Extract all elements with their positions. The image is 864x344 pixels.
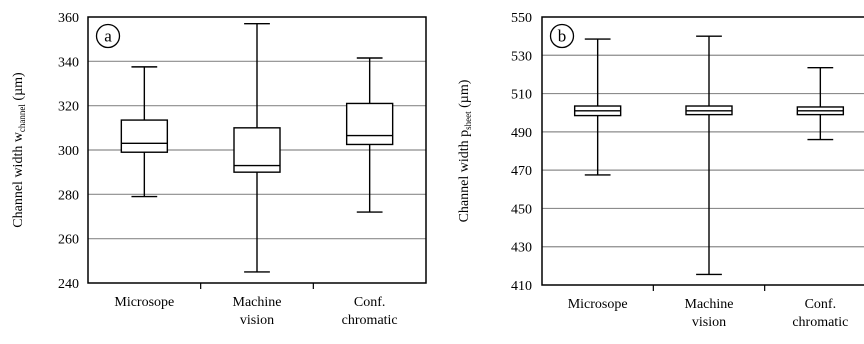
x-category-label: Microsope bbox=[568, 297, 628, 312]
panel-label: b bbox=[558, 27, 567, 46]
x-category-label-line: Machine bbox=[233, 295, 282, 310]
x-category-label-line: vision bbox=[240, 313, 274, 328]
x-category-label: Microsope bbox=[114, 295, 174, 310]
x-category-label-line: vision bbox=[692, 315, 726, 330]
y-tick-label: 530 bbox=[511, 49, 532, 64]
y-tick-label: 490 bbox=[511, 126, 532, 141]
chart-panel-a: 240 260 280 300 320 340 360 Microsope Machine vis… bbox=[11, 11, 427, 328]
y-tick-label: 300 bbox=[58, 144, 79, 159]
x-category-label-line: Microsope bbox=[568, 297, 628, 312]
x-category-label-line: Conf. bbox=[805, 297, 837, 312]
x-category-label: Conf. chromatic bbox=[792, 297, 848, 330]
box-iqr bbox=[345, 102, 394, 146]
x-category-label-line: chromatic bbox=[792, 315, 848, 330]
y-tick-label: 430 bbox=[511, 241, 532, 256]
y-axis-label: Channel width wchannel (µm) bbox=[11, 72, 27, 228]
y-axis-label-subscript: sheet bbox=[463, 111, 473, 130]
box-1 bbox=[573, 38, 622, 176]
x-category-label-line: Machine bbox=[685, 297, 734, 312]
panel-label: a bbox=[104, 27, 112, 46]
y-axis-label-main: Channel width w bbox=[11, 131, 26, 228]
y-tick-label: 410 bbox=[511, 279, 532, 294]
y-tick-label: 320 bbox=[58, 100, 79, 115]
panel-label-circle bbox=[95, 23, 121, 49]
x-category-label-line: chromatic bbox=[342, 313, 398, 328]
x-category-label: Machine vision bbox=[233, 295, 282, 328]
y-tick-label: 340 bbox=[58, 55, 79, 70]
box-3 bbox=[796, 67, 845, 141]
plot-frame bbox=[541, 16, 864, 286]
y-tick-label: 360 bbox=[58, 11, 79, 26]
y-tick-label: 280 bbox=[58, 188, 79, 203]
y-tick-label: 550 bbox=[511, 11, 532, 26]
y-axis-label-subscript: channel bbox=[17, 104, 27, 132]
x-category-label: Machine vision bbox=[685, 297, 734, 330]
x-category-label-line: Microsope bbox=[114, 295, 174, 310]
y-axis-label-unit: (µm) bbox=[11, 72, 26, 104]
y-tick-label: 240 bbox=[58, 277, 79, 292]
box-1 bbox=[120, 66, 169, 198]
panel-label-circle bbox=[549, 23, 575, 49]
chart-panel-b: 410 430 450 470 490 510 530 550 Microsope Machine… bbox=[457, 11, 864, 330]
box-2 bbox=[685, 35, 733, 276]
box-iqr bbox=[120, 119, 169, 153]
y-axis-label-unit: (µm) bbox=[457, 79, 472, 111]
y-tick-label: 450 bbox=[511, 202, 532, 217]
box-iqr bbox=[233, 127, 281, 173]
y-tick-label: 470 bbox=[511, 164, 532, 179]
box-3 bbox=[345, 57, 394, 213]
plot-frame bbox=[87, 16, 427, 284]
y-tick-label: 260 bbox=[58, 233, 79, 248]
x-category-label: Conf. chromatic bbox=[342, 295, 398, 328]
x-category-label-line: Conf. bbox=[354, 295, 386, 310]
y-tick-label: 510 bbox=[511, 88, 532, 103]
y-axis-label: Channel width psheet (µm) bbox=[457, 79, 473, 222]
box-2 bbox=[233, 22, 281, 273]
y-axis-label-main: Channel width p bbox=[457, 130, 472, 223]
